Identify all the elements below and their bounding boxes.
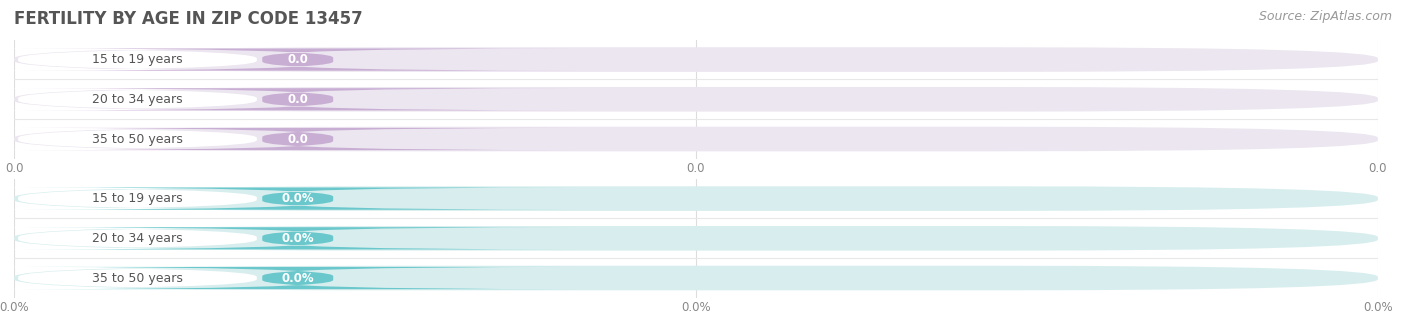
FancyBboxPatch shape xyxy=(20,187,576,210)
FancyBboxPatch shape xyxy=(14,186,1378,211)
FancyBboxPatch shape xyxy=(14,127,1378,151)
FancyBboxPatch shape xyxy=(20,267,576,289)
FancyBboxPatch shape xyxy=(14,226,1378,251)
Text: 0.0: 0.0 xyxy=(287,93,308,106)
Text: 20 to 34 years: 20 to 34 years xyxy=(93,93,183,106)
Text: 35 to 50 years: 35 to 50 years xyxy=(91,271,183,285)
FancyBboxPatch shape xyxy=(0,187,359,210)
Text: 0.0: 0.0 xyxy=(287,132,308,146)
FancyBboxPatch shape xyxy=(20,88,576,111)
Text: 20 to 34 years: 20 to 34 years xyxy=(93,232,183,245)
FancyBboxPatch shape xyxy=(0,88,359,111)
FancyBboxPatch shape xyxy=(0,48,359,71)
FancyBboxPatch shape xyxy=(14,47,1378,72)
Text: 0.0%: 0.0% xyxy=(281,271,314,285)
Text: 15 to 19 years: 15 to 19 years xyxy=(93,53,183,66)
Text: FERTILITY BY AGE IN ZIP CODE 13457: FERTILITY BY AGE IN ZIP CODE 13457 xyxy=(14,10,363,28)
Text: 0.0: 0.0 xyxy=(287,53,308,66)
FancyBboxPatch shape xyxy=(0,128,359,150)
Text: 0.0%: 0.0% xyxy=(281,232,314,245)
Text: 15 to 19 years: 15 to 19 years xyxy=(93,192,183,205)
Text: 0.0%: 0.0% xyxy=(281,192,314,205)
FancyBboxPatch shape xyxy=(0,227,359,250)
FancyBboxPatch shape xyxy=(14,87,1378,112)
FancyBboxPatch shape xyxy=(0,267,359,289)
FancyBboxPatch shape xyxy=(20,128,576,150)
FancyBboxPatch shape xyxy=(20,48,576,71)
Text: 35 to 50 years: 35 to 50 years xyxy=(91,132,183,146)
FancyBboxPatch shape xyxy=(14,266,1378,290)
FancyBboxPatch shape xyxy=(20,227,576,250)
Text: Source: ZipAtlas.com: Source: ZipAtlas.com xyxy=(1258,10,1392,23)
